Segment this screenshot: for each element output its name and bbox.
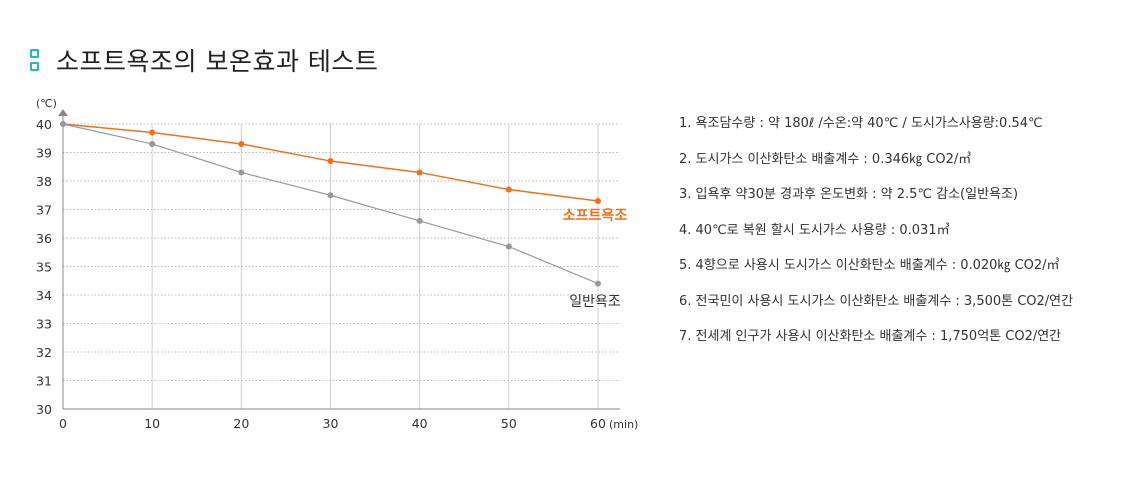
- note-item: 6. 전국민이 사용시 도시가스 이산화탄소 배출계수 : 3,500톤 CO2…: [679, 293, 1074, 309]
- y-tick-label: 32: [36, 345, 52, 360]
- series-point: [149, 129, 156, 136]
- y-tick-label: 31: [36, 374, 52, 389]
- x-tick-label: 40: [412, 416, 428, 431]
- x-unit-label: (min): [609, 418, 638, 431]
- series-point: [327, 158, 334, 165]
- y-tick-label: 30: [36, 402, 52, 417]
- series-label: 소프트욕조: [563, 208, 628, 224]
- x-tick-label: 0: [59, 416, 67, 431]
- x-tick-label: 60: [590, 416, 606, 431]
- series-point: [238, 169, 245, 176]
- note-item: 3. 입욕후 약30분 경과후 온도변화 : 약 2.5℃ 감소(일반욕조): [679, 187, 1019, 202]
- x-tick-label: 20: [233, 416, 249, 431]
- x-tick-label: 10: [144, 416, 160, 431]
- series-point: [327, 192, 334, 199]
- series-point: [416, 217, 423, 224]
- temperature-line-chart: 30 31 32 33 34 35 36 37 38 39 40 0 10 20 30 40 50 60 (℃) (m…: [36, 97, 638, 431]
- page-title: 소프트욕조의 보온효과 테스트: [56, 47, 379, 76]
- note-item: 7. 전세계 인구가 사용시 이산화탄소 배출계수 : 1,750억톤 CO2/…: [679, 329, 1062, 344]
- y-tick-label: 39: [36, 146, 52, 161]
- title-bracket-icon: [30, 49, 44, 71]
- series-point: [505, 243, 512, 250]
- series-point: [595, 197, 601, 204]
- y-unit-label: (℃): [36, 97, 57, 110]
- note-item: 4. 40℃로 복원 할시 도시가스 사용량 : 0.031㎥: [679, 222, 950, 238]
- note-item: 5. 4향으로 사용시 도시가스 이산화탄소 배출계수 : 0.020㎏ CO2…: [679, 258, 1060, 273]
- page-title-block: 소프트욕조의 보온효과 테스트: [30, 44, 378, 76]
- y-tick-label: 36: [36, 231, 52, 246]
- x-tick-label: 50: [501, 416, 517, 431]
- y-tick-label: 37: [36, 203, 52, 218]
- series-point: [60, 121, 66, 127]
- notes-list: 1. 욕조담수량 : 약 180ℓ /수온:약 40℃ / 도시가스사용량:0.…: [679, 114, 1073, 363]
- series-point: [149, 140, 156, 147]
- y-tick-label: 40: [36, 117, 52, 132]
- series-point: [595, 280, 601, 287]
- y-tick-label: 33: [36, 317, 52, 332]
- series-label: 일반욕조: [569, 294, 621, 310]
- y-tick-label: 34: [36, 288, 52, 303]
- series-point: [505, 186, 512, 193]
- series-point: [416, 169, 423, 176]
- note-item: 2. 도시가스 이산화탄소 배출계수 : 0.346㎏ CO2/㎥: [679, 151, 972, 167]
- y-tick-label: 35: [36, 260, 52, 275]
- series-point: [238, 140, 245, 147]
- y-tick-label: 38: [36, 174, 52, 189]
- note-item: 1. 욕조담수량 : 약 180ℓ /수온:약 40℃ / 도시가스사용량:0.…: [679, 116, 1043, 131]
- x-tick-label: 30: [323, 416, 339, 431]
- y-axis-arrow-icon: [58, 109, 68, 116]
